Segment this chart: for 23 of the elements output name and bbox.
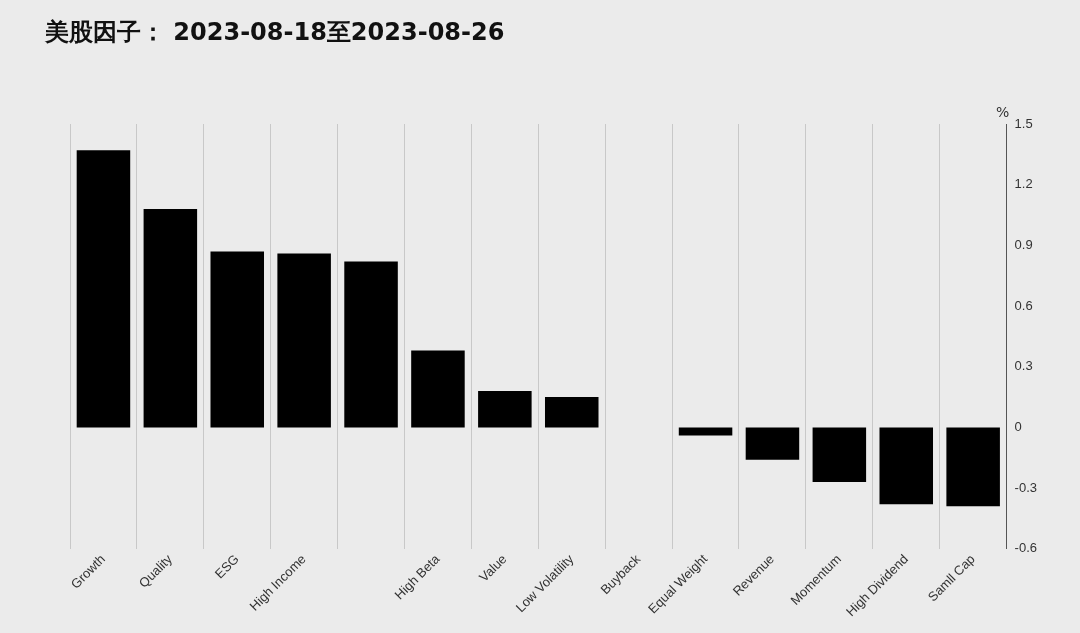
y-tick-label: 0.6 (1014, 297, 1033, 313)
bar (411, 350, 465, 428)
bar (344, 261, 398, 428)
y-tick-label: 0.9 (1014, 236, 1033, 252)
bar (210, 251, 265, 428)
bar (812, 427, 867, 482)
y-axis-title: % (995, 103, 1010, 120)
y-tick-label: -0.3 (1014, 479, 1038, 495)
y-tick-label: -0.6 (1014, 540, 1038, 556)
y-tick-label: 0 (1014, 418, 1022, 434)
y-tick-label: 1.2 (1014, 176, 1033, 192)
bar (946, 427, 1000, 507)
bar (76, 150, 131, 428)
y-tick-label: 1.5 (1014, 115, 1033, 131)
chart-title: 美股因子： 2023-08-18至2023-08-26 (45, 17, 505, 48)
bar (277, 253, 331, 428)
bar (678, 427, 733, 436)
y-tick-label: 0.3 (1014, 358, 1033, 374)
bar (544, 397, 599, 428)
bar (879, 427, 934, 505)
bar (745, 427, 800, 460)
bar (143, 208, 198, 428)
bar (478, 390, 532, 428)
